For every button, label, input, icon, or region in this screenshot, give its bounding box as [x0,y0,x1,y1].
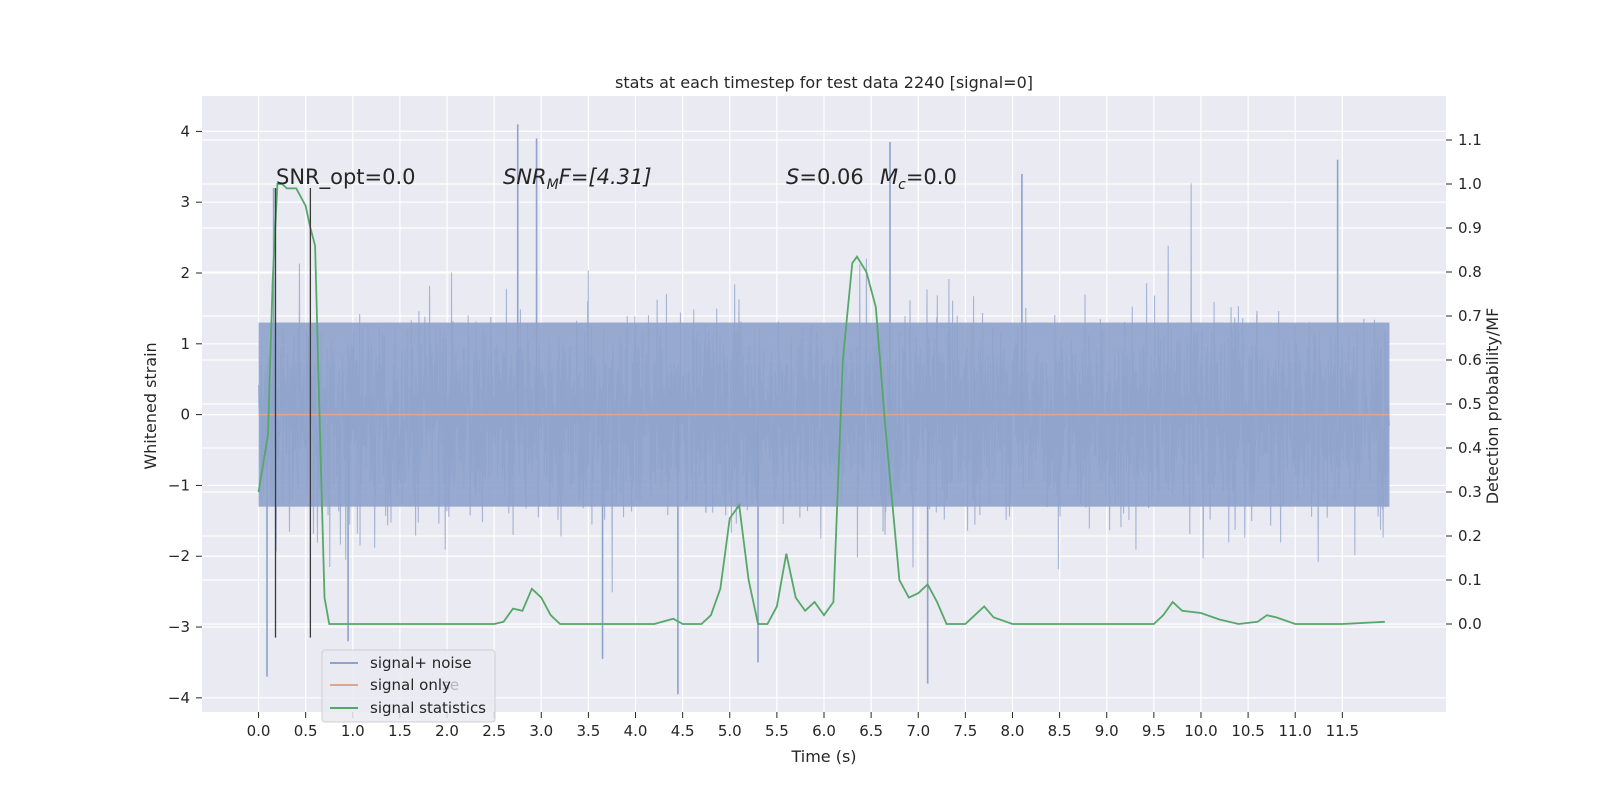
x-tick-label: 3.5 [576,722,600,740]
x-tick-label: 11.0 [1279,722,1312,740]
x-tick-label: 0.5 [294,722,318,740]
x-tick-label: 7.5 [953,722,977,740]
mc-sub: c [898,177,906,193]
y-left-tick-label: 0 [180,406,190,424]
x-axis-ticks: 0.0 0.5 1.0 1.5 2.0 2.5 3.0 3.5 4.0 4.5 5.0 5.5 6.0 6… [247,712,1359,740]
x-tick-label: 4.0 [624,722,648,740]
y-right-tick-label: 0.9 [1458,219,1482,237]
y-left-tick-label: 1 [180,335,190,353]
x-tick-label: 7.0 [906,722,930,740]
legend-label-signal-noise: signal+ noise [370,654,472,672]
y-left-tick-label: −4 [168,689,190,707]
y-right-tick-label: 0.2 [1458,527,1482,545]
x-tick-label: 1.5 [388,722,412,740]
y-right-tick-label: 1.0 [1458,175,1482,193]
y-axis-right-label: Detection probability/MF [1483,308,1502,505]
x-tick-label: 2.5 [482,722,506,740]
x-tick-label: 8.0 [1001,722,1025,740]
y-right-tick-label: 1.1 [1458,131,1482,149]
legend: se signal+ noise signal only signal stat… [321,649,496,723]
y-right-tick-label: 0.3 [1458,483,1482,501]
y-right-tick-label: 0.5 [1458,395,1482,413]
mc-val: =0.0 [906,165,957,189]
x-tick-label: 6.5 [859,722,883,740]
y-left-tick-label: −1 [168,476,190,494]
y-left-tick-label: 2 [180,264,190,282]
annotation-snr-mf: SNRMF=[4.31] [503,165,652,193]
y-axis-left-label: Whitened strain [141,342,160,469]
y-left-tick-label: 3 [180,193,190,211]
y-axis-right-ticks: 1.1 1.0 0.9 0.8 0.7 0.6 0.5 0.4 0.3 0.2 0.1 0.0 [1446,131,1482,633]
s-val: =0.06 [799,165,863,189]
x-tick-label: 3.0 [529,722,553,740]
mc-var: M [880,165,898,189]
x-tick-label: 10.5 [1231,722,1264,740]
legend-box [321,649,496,723]
x-tick-label: 2.0 [435,722,459,740]
vertical-markers [274,188,312,638]
legend-label-signal-statistics: signal statistics [370,699,486,717]
y-right-tick-label: 0.0 [1458,615,1482,633]
x-tick-label: 9.0 [1095,722,1119,740]
chart-title: stats at each timestep for test data 224… [615,73,1033,92]
y-right-tick-label: 0.8 [1458,263,1482,281]
annotation-snr-opt: SNR_opt=0.0 [276,165,416,190]
series-lines [257,183,1390,625]
signal-statistics-line [257,183,1385,625]
x-tick-label: 5.5 [765,722,789,740]
y-left-tick-label: 4 [180,122,190,140]
x-tick-label: 5.0 [718,722,742,740]
x-tick-label: 6.0 [812,722,836,740]
y-right-tick-label: 0.4 [1458,439,1482,457]
annotation-mc: Mc=0.0 [880,165,957,193]
s-var: S [786,165,799,189]
x-tick-label: 1.0 [341,722,365,740]
legend-label-signal-only: signal only [370,676,451,694]
snr-mf-sub: M [547,177,559,193]
snr-mf-rest: F=[4.31] [559,165,652,189]
x-tick-label: 11.5 [1326,722,1359,740]
y-left-tick-label: −3 [168,618,190,636]
y-right-tick-label: 0.1 [1458,571,1482,589]
x-tick-label: 0.0 [247,722,271,740]
x-tick-label: 4.5 [671,722,695,740]
x-tick-label: 10.0 [1184,722,1217,740]
x-tick-label: 9.5 [1142,722,1166,740]
y-left-tick-label: −2 [168,547,190,565]
legend-ghost-text: se [442,676,459,694]
x-axis-label: Time (s) [790,747,856,766]
snr-mf-base: SNR [503,165,547,189]
annotation-s: S=0.06 [786,165,864,189]
x-tick-label: 8.5 [1048,722,1072,740]
y-right-tick-label: 0.6 [1458,351,1482,369]
y-axis-left-ticks: 4 3 2 1 0 −1 −2 −3 −4 [168,122,202,707]
y-right-tick-label: 0.7 [1458,307,1482,325]
